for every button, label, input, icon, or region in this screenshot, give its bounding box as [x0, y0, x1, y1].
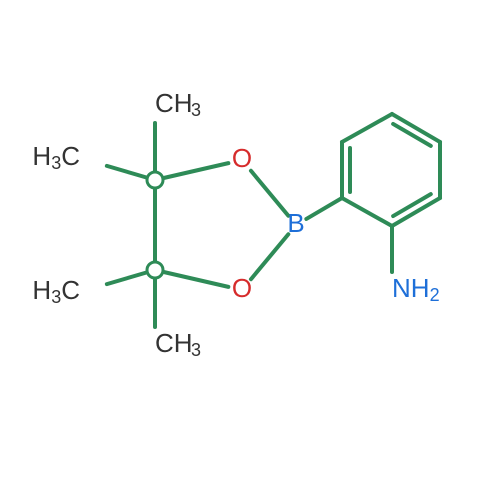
svg-text:B: B — [287, 208, 304, 238]
svg-text:3: 3 — [191, 100, 201, 120]
svg-text:NH2: NH2 — [392, 273, 440, 305]
svg-text:CH: CH — [155, 88, 193, 118]
svg-text:H3C: H3C — [32, 141, 80, 173]
svg-text:O: O — [232, 273, 252, 303]
svg-text:O: O — [232, 143, 252, 173]
svg-text:3: 3 — [191, 340, 201, 360]
svg-text:CH: CH — [155, 328, 193, 358]
molecule-diagram: OOBCH3H3CH3CCH3NH2 — [0, 0, 500, 500]
svg-text:H3C: H3C — [32, 275, 80, 307]
